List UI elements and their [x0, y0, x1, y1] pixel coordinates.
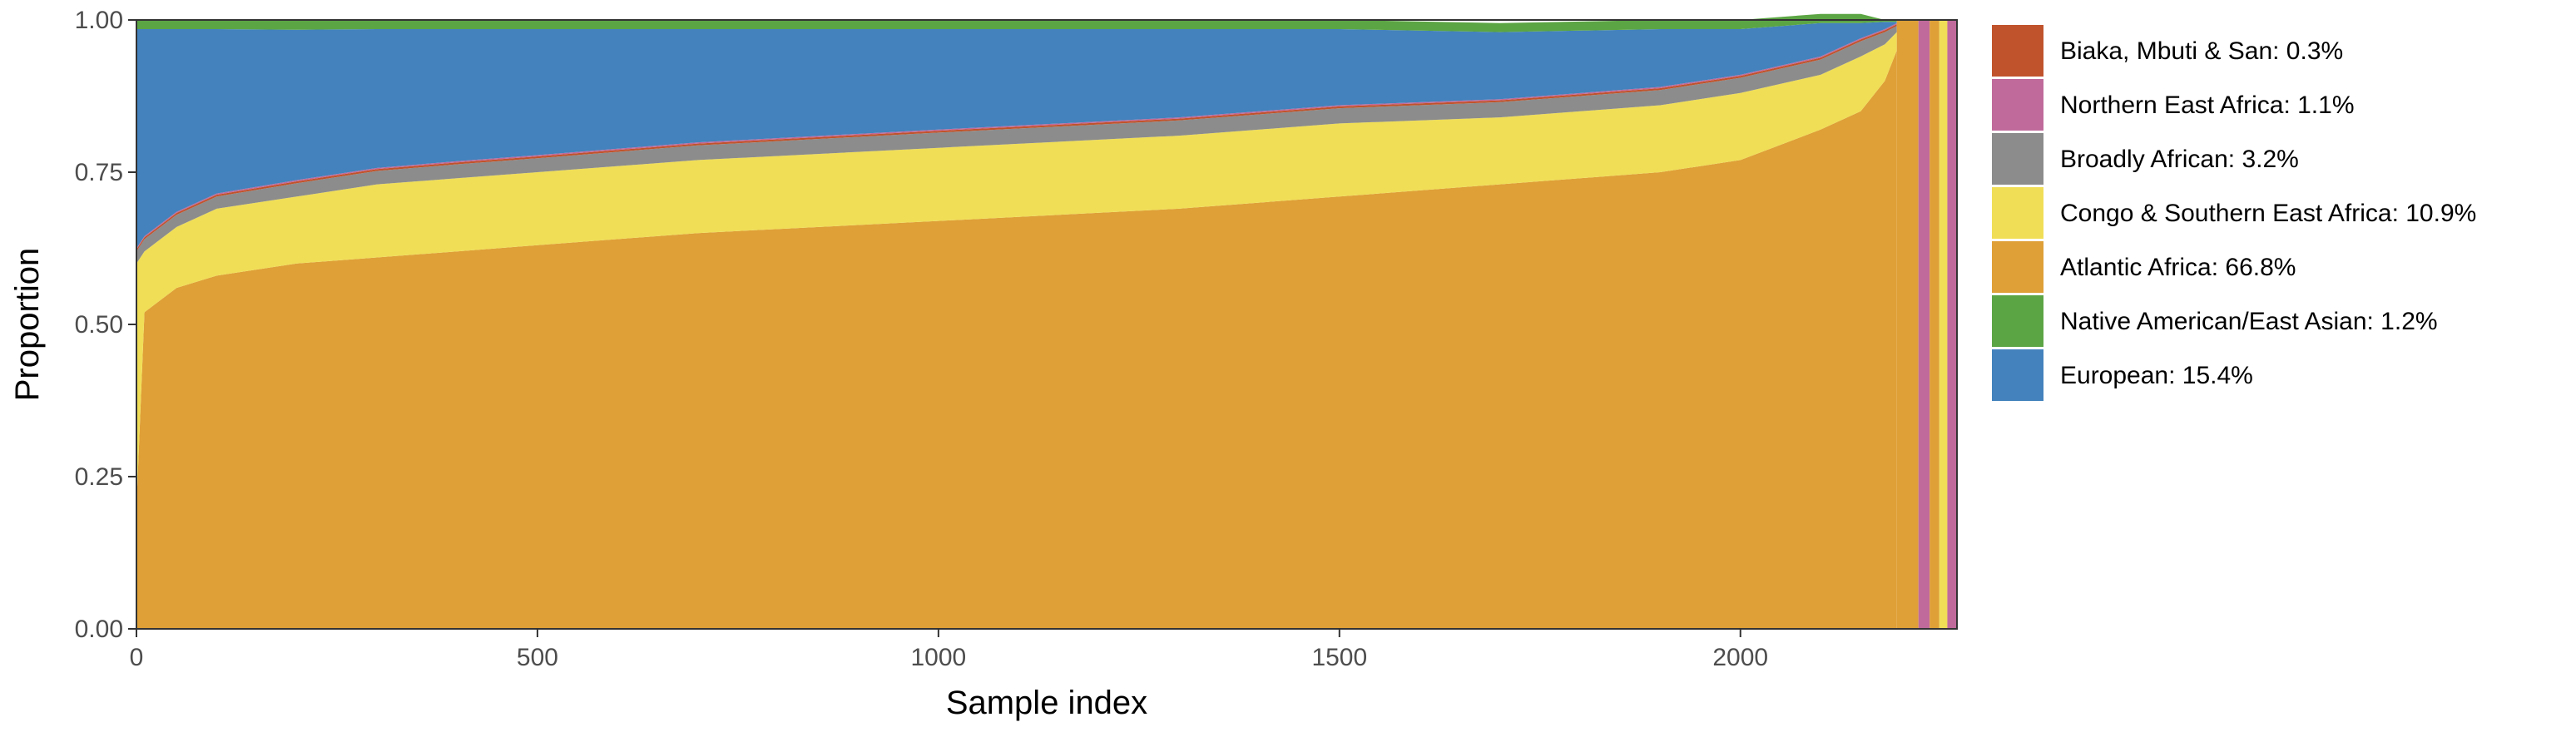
y-tick-label: 0.25: [75, 463, 123, 491]
legend-label: Northern East Africa: 1.1%: [2060, 92, 2355, 119]
legend-key: [1992, 241, 2043, 293]
y-tick-label: 0.00: [75, 616, 123, 643]
legend-key: [1992, 133, 2043, 185]
tail-segment-0: [1896, 20, 1919, 629]
area-series-1: [136, 32, 1897, 507]
tail-segment-4: [1947, 20, 1957, 629]
area-series-6: [136, 13, 1897, 32]
legend-key: [1992, 25, 2043, 77]
x-tick-label: 0: [130, 644, 144, 671]
y-tick-label: 0.50: [75, 311, 123, 339]
legend-key: [1992, 349, 2043, 401]
area-series-0: [136, 50, 1897, 630]
tail-segment-1: [1918, 20, 1930, 629]
y-tick-label: 1.00: [75, 7, 123, 34]
tail-segment-3: [1939, 20, 1948, 629]
legend-key: [1992, 295, 2043, 347]
legend-label: Congo & Southern East Africa: 10.9%: [2060, 200, 2476, 227]
legend-label: European: 15.4%: [2060, 362, 2253, 389]
legend-label: Native American/East Asian: 1.2%: [2060, 308, 2438, 335]
plot-area: [136, 13, 1957, 630]
x-tick-label: 2000: [1712, 644, 1768, 671]
y-axis: 0.00 0.25 0.50 0.75 1.00: [75, 7, 136, 643]
x-tick-label: 500: [517, 644, 558, 671]
y-tick-label: 0.75: [75, 159, 123, 186]
legend-label: Atlantic Africa: 66.8%: [2060, 254, 2296, 281]
x-axis: 0 500 1000 1500 2000: [130, 629, 1768, 671]
area-series-5: [136, 22, 1897, 249]
legend-label: Biaka, Mbuti & San: 0.3%: [2060, 37, 2343, 65]
x-tick-label: 1500: [1311, 644, 1367, 671]
legend-label: Broadly African: 3.2%: [2060, 146, 2299, 173]
legend-key: [1992, 187, 2043, 239]
tail-segment-2: [1930, 20, 1939, 629]
x-tick-label: 1000: [911, 644, 967, 671]
x-axis-title: Sample index: [946, 685, 1147, 721]
legend-key: [1992, 79, 2043, 131]
legend: Biaka, Mbuti & San: 0.3% Northern East Af…: [1992, 25, 2476, 401]
y-axis-title: Proportion: [9, 248, 46, 402]
